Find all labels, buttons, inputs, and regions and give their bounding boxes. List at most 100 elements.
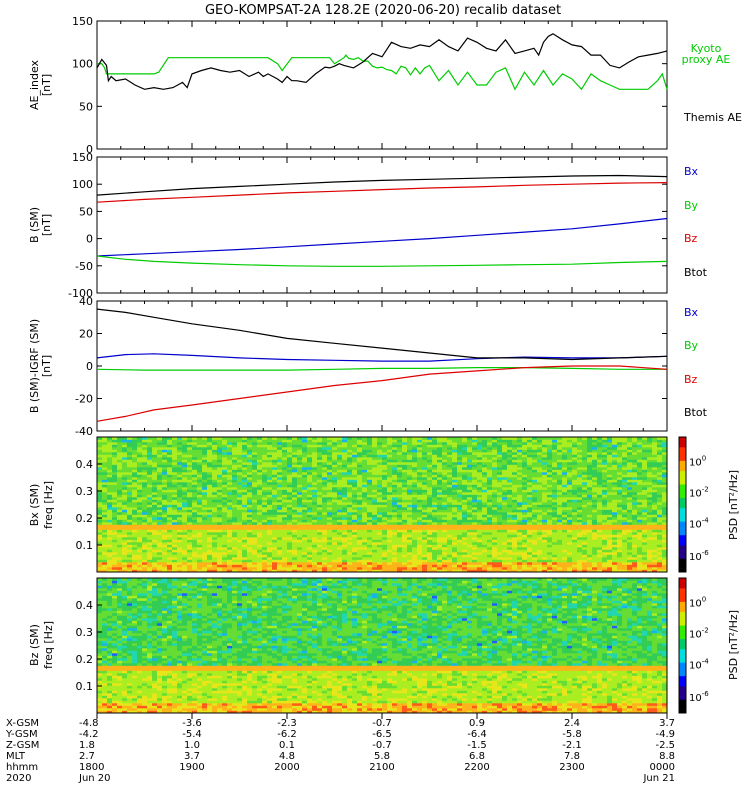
spectrogram-cell	[552, 509, 558, 513]
spectrogram-cell	[412, 557, 418, 560]
spectrogram-cell	[542, 524, 548, 528]
spectrogram-cell	[167, 512, 173, 515]
spectrogram-cell	[402, 482, 408, 485]
spectrogram-cell	[332, 524, 338, 528]
spectrogram-cell	[542, 514, 548, 518]
spectrogram-cell	[647, 479, 653, 483]
spectrogram-cell	[492, 547, 498, 550]
spectrogram-cell	[267, 477, 273, 480]
spectrogram-cell	[502, 524, 508, 528]
spectrogram-cell	[102, 512, 108, 515]
spectrogram-cell	[517, 534, 523, 538]
spectrogram-cell	[197, 552, 203, 555]
spectrogram-cell	[562, 554, 568, 558]
spectrogram-cell	[627, 484, 633, 488]
spectrogram-cell	[182, 544, 188, 548]
legend-bigrf-bz: Bz	[684, 373, 698, 386]
spectrogram-cell	[377, 482, 383, 485]
spectrogram-cell	[217, 532, 223, 535]
spectrogram-cell	[352, 487, 358, 490]
spectrogram-cell	[102, 549, 108, 553]
spectrogram-cell	[107, 469, 113, 473]
spectrogram-cell	[617, 469, 623, 473]
spectrogram-cell	[477, 554, 483, 558]
spectrogram-cell	[447, 567, 453, 570]
spectrogram-cell	[187, 479, 193, 483]
spectrogram-cell	[382, 484, 388, 488]
spectrogram-cell	[527, 539, 533, 543]
spectrogram-cell	[217, 534, 223, 538]
spectrogram-cell	[572, 527, 578, 530]
spectrogram-cell	[177, 569, 183, 573]
spectrogram-cell	[547, 547, 553, 550]
spectrogram-cell	[412, 542, 418, 545]
spectrogram-cell	[112, 474, 118, 478]
spectrogram-cell	[312, 477, 318, 480]
spectrogram-cell	[647, 562, 653, 565]
spectrogram-cell	[547, 519, 553, 523]
spectrogram-cell	[307, 517, 313, 520]
spectrogram-cell	[372, 482, 378, 485]
spectrogram-cell	[267, 507, 273, 510]
spectrogram-cell	[642, 504, 648, 508]
spectrogram-cell	[127, 534, 133, 538]
spectrogram-cell	[347, 567, 353, 570]
spectrogram-cell	[277, 524, 283, 528]
spectrogram-cell	[377, 534, 383, 538]
spectrogram-cell	[192, 554, 198, 558]
spectrogram-cell	[282, 494, 288, 498]
spectrogram-cell	[277, 527, 283, 530]
spectrogram-cell	[472, 472, 478, 475]
spectrogram-cell	[597, 517, 603, 520]
spectrogram-cell	[167, 489, 173, 493]
spectrogram-cell	[172, 524, 178, 528]
spectrogram-cell	[612, 507, 618, 510]
spectrogram-cell	[377, 524, 383, 528]
spectrogram-cell	[322, 467, 328, 470]
spectrogram-cell	[277, 509, 283, 513]
spectrogram-cell	[467, 562, 473, 565]
spectrogram-cell	[302, 514, 308, 518]
spectrogram-cell	[327, 489, 333, 493]
spectrogram-cell	[472, 479, 478, 483]
spectrogram-cell	[327, 534, 333, 538]
spectrogram-cell	[317, 552, 323, 555]
spectrogram-cell	[552, 504, 558, 508]
spectrogram-cell	[332, 519, 338, 523]
spectrogram-cell	[537, 482, 543, 485]
spectrogram-cell	[517, 524, 523, 528]
spectrogram-cell	[607, 492, 613, 495]
spectrogram-cell	[322, 504, 328, 508]
spectrogram-cell	[442, 469, 448, 473]
spectrogram-cell	[277, 529, 283, 533]
spectrogram-cell	[457, 567, 463, 570]
spectrogram-cell	[587, 482, 593, 485]
spectrogram-cell	[487, 514, 493, 518]
spectrogram-cell	[517, 484, 523, 488]
spectrogram-cell	[562, 529, 568, 533]
spectrogram-cell	[482, 564, 488, 568]
spectrogram-cell	[277, 512, 283, 515]
spectrogram-cell	[537, 549, 543, 553]
spectrogram-cell	[167, 517, 173, 520]
spectrogram-cell	[432, 509, 438, 513]
spectrogram-cell	[627, 527, 633, 530]
spectrogram-cell	[592, 552, 598, 555]
spectrogram-cell	[557, 532, 563, 535]
spectrogram-cell	[582, 524, 588, 528]
spectrogram-cell	[257, 489, 263, 493]
spectrogram-cell	[317, 484, 323, 488]
spectrogram-cell	[162, 492, 168, 495]
spectrogram-cell	[227, 514, 233, 518]
spectrogram-cell	[312, 539, 318, 543]
spectrogram-cell	[267, 559, 273, 563]
spectrogram-cell	[147, 567, 153, 570]
spectrogram-cell	[552, 562, 558, 565]
spectrogram-cell	[407, 482, 413, 485]
spectrogram-cell	[647, 469, 653, 473]
spectrogram-cell	[302, 547, 308, 550]
spectrogram-cell	[367, 497, 373, 500]
spectrogram-cell	[657, 512, 663, 515]
spectrogram-cell	[417, 494, 423, 498]
spectrogram-cell	[492, 514, 498, 518]
